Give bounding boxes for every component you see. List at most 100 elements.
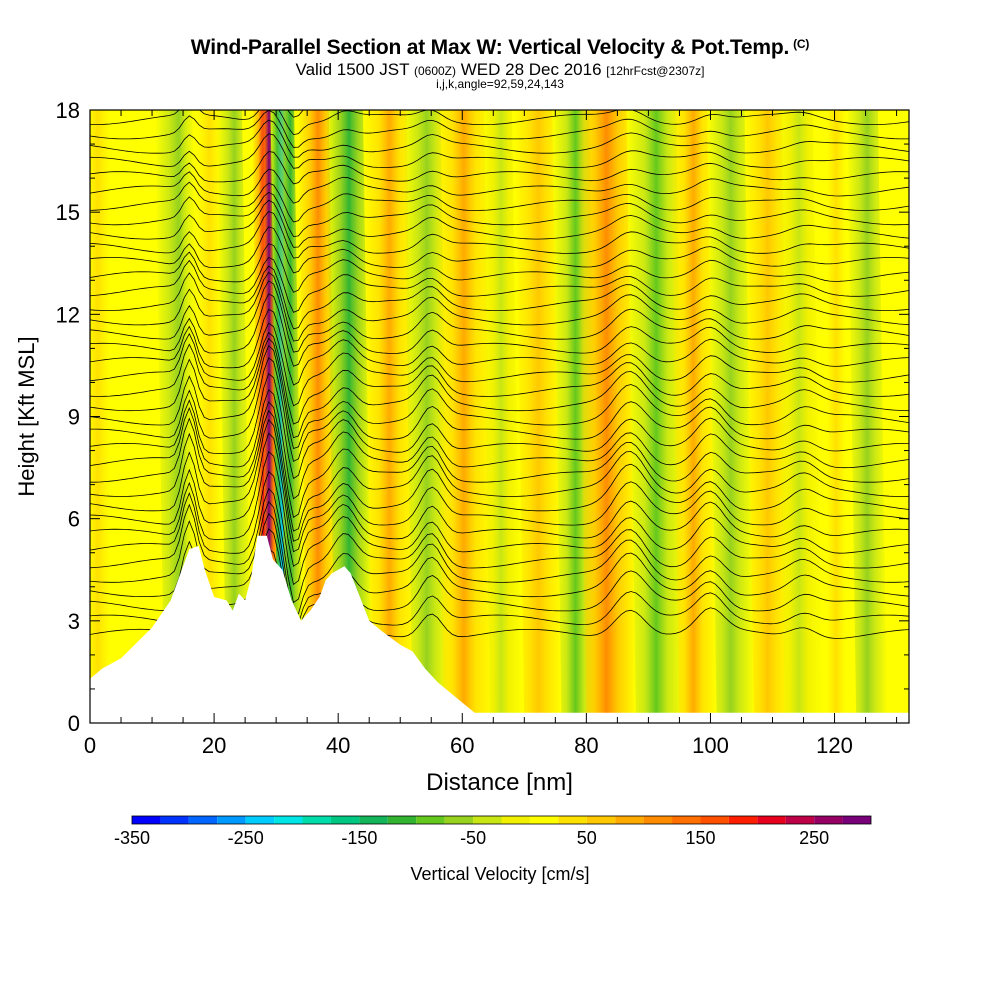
pot-temp-contour [90,450,909,567]
colorbar-swatch [444,816,474,824]
colorbar [131,815,872,825]
pot-temp-contour [90,133,909,169]
velocity-band [363,110,416,723]
pot-temp-contour [90,265,909,330]
copyright-mark: (C) [793,37,810,51]
pot-temp-contour [90,322,909,407]
colorbar-swatch [359,816,388,824]
pot-temp-contour [90,337,909,439]
pot-temp-contour [90,151,909,185]
pot-temp-contour [90,226,909,274]
y-tick-label: 18 [56,98,80,123]
colorbar-swatch [529,816,559,824]
velocity-band [577,110,636,723]
valid-time: Valid 1500 JST [295,60,410,79]
x-tick-label: 20 [202,733,226,758]
pot-temp-contour [90,357,909,462]
x-tick-label: 100 [692,733,729,758]
plot-area [90,110,909,723]
pot-temp-contour [90,419,909,542]
terrain [90,535,909,723]
colorbar-swatch [188,816,218,824]
colorbar-swatch [558,816,587,824]
axis-ticks [89,109,909,724]
colorbar-tick-label: 250 [799,828,829,848]
x-tick-label: 40 [326,733,350,758]
colorbar-swatch [473,816,502,824]
pot-temp-contour [90,345,909,450]
velocity-band [626,110,686,723]
pot-temp-contour [90,199,909,248]
pot-temp-contour [90,512,909,626]
velocity-band [276,110,304,723]
colorbar-swatch [842,816,871,824]
pot-temp-contour [90,243,909,293]
grid-params: i,j,k,angle=92,59,24,143 [436,77,564,91]
velocity-band [812,110,860,723]
pot-temp-contour [90,110,909,148]
colorbar-swatch [416,816,445,824]
velocity-band [775,110,823,723]
chart-title: Wind-Parallel Section at Max W: Vertical… [0,36,1000,60]
colorbar-tick-label: 150 [685,828,715,848]
pot-temp-contour [90,388,909,500]
colorbar-swatch [330,816,360,824]
colorbar-swatch [615,816,644,824]
forecast-info: [12hrFcst@2307z] [606,64,705,78]
chart-title-text: Wind-Parallel Section at Max W: Vertical… [190,36,790,59]
y-tick-label: 9 [68,405,80,430]
colorbar-swatch [785,816,815,824]
colorbar-swatch [814,816,843,824]
velocity-band [434,110,494,723]
x-tick-label: 0 [84,733,96,758]
colorbar-swatch [728,816,758,824]
velocity-band [515,110,562,723]
pot-temp-contour [90,373,909,480]
y-tick-label: 12 [56,302,80,327]
valid-date: WED 28 Dec 2016 [460,60,602,79]
colorbar-swatch [700,816,729,824]
pot-temp-contour [90,211,909,259]
pot-temp-contour [90,181,909,223]
colorbar-swatch [302,816,331,824]
x-axis-label: Distance [nm] [426,769,573,796]
x-tick-label: 60 [450,733,474,758]
pot-temp-contour [90,487,909,604]
colorbar-swatch [586,816,616,824]
pot-temp-contour [90,271,909,342]
colorbar-swatch [757,816,786,824]
velocity-band [90,110,128,723]
y-axis-label: Height [Kft MSL] [14,336,39,496]
y-tick-label: 0 [68,711,80,736]
x-tick-label: 120 [816,733,853,758]
pot-temp-contour [90,500,909,617]
colorbar-swatch [643,816,673,824]
y-tick-label: 15 [56,200,80,225]
colorbar-swatch [245,816,275,824]
colorbar-tick-label: -350 [114,828,150,848]
pot-temp-contour [90,256,909,313]
colorbar-frame [131,815,872,825]
pot-temp-contour [90,470,909,586]
pot-temp-contour [90,308,909,386]
velocity-band [325,110,373,723]
colorbar-swatch [501,816,530,824]
colorbar-swatch [132,816,161,824]
colorbar-label: Vertical Velocity [cm/s] [410,864,589,884]
pot-temp-contour [90,432,909,553]
zulu-time: (0600Z) [413,64,456,78]
pot-temp-contour [90,331,909,425]
y-tick-label: 3 [68,609,80,634]
velocity-band [707,110,754,723]
y-tick-label: 6 [68,507,80,532]
colorbar-swatch [387,816,417,824]
valid-time-line: Valid 1500 JST (0600Z) WED 28 Dec 2016 [… [0,60,1000,80]
pot-temp-contour [90,409,909,532]
velocity-band [480,110,522,723]
pot-temp-contour [90,191,909,238]
pot-temp-contour [90,401,909,518]
colorbar-tick-label: -50 [460,828,486,848]
colorbar-swatch [274,816,303,824]
colorbar-tick-label: 50 [577,828,597,848]
pot-temp-contour [90,168,909,204]
